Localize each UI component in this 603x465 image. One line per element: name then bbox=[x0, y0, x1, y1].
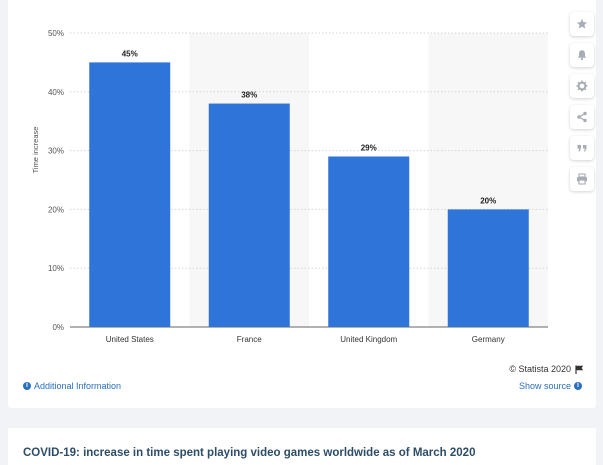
info-icon: i bbox=[23, 382, 31, 390]
print-icon bbox=[577, 173, 587, 185]
chart-card: 0% 10% 20% 30% 40% 50% 45% United States 38% Fran… bbox=[8, 0, 596, 408]
data-label: 20% bbox=[480, 196, 496, 205]
data-label: 45% bbox=[122, 49, 138, 58]
chart-title: COVID-19: increase in time spent playing… bbox=[23, 447, 476, 459]
x-tick-label: United Kingdom bbox=[340, 335, 397, 344]
statista-credit[interactable]: © Statista 2020 bbox=[509, 364, 584, 374]
data-label: 38% bbox=[241, 91, 257, 100]
y-tick-label: 50% bbox=[48, 29, 64, 38]
x-tick-label: Germany bbox=[472, 335, 505, 344]
x-tick-label: France bbox=[237, 335, 262, 344]
bar bbox=[208, 103, 290, 327]
additional-information-label: Additional Information bbox=[34, 381, 122, 391]
bell-icon bbox=[577, 50, 587, 61]
quote-icon bbox=[577, 145, 587, 152]
y-tick-label: 20% bbox=[48, 205, 64, 214]
y-tick-label: 10% bbox=[48, 264, 64, 273]
bar-chart: 0% 10% 20% 30% 40% 50% 45% United States 38% Fran… bbox=[31, 29, 548, 344]
y-tick-label: 0% bbox=[52, 323, 64, 332]
y-axis-title: Time increase bbox=[31, 127, 40, 174]
additional-information-link[interactable]: i Additional Information bbox=[23, 381, 121, 391]
show-source-label: Show source bbox=[518, 381, 571, 391]
credit-text: © Statista 2020 bbox=[509, 364, 571, 374]
info-icon: i bbox=[574, 382, 582, 390]
bar bbox=[447, 209, 529, 327]
show-source-link[interactable]: Show source i bbox=[519, 381, 582, 391]
flag-icon bbox=[575, 365, 584, 374]
notification-button[interactable] bbox=[570, 43, 594, 67]
share-button[interactable] bbox=[570, 105, 594, 129]
bar bbox=[328, 156, 410, 327]
share-icon bbox=[577, 111, 587, 123]
star-icon bbox=[576, 18, 588, 29]
title-card: COVID-19: increase in time spent playing… bbox=[8, 428, 596, 465]
data-label: 29% bbox=[361, 143, 377, 152]
bar bbox=[89, 62, 171, 328]
x-tick-label: United States bbox=[106, 335, 154, 344]
y-tick-label: 40% bbox=[48, 88, 64, 97]
settings-button[interactable] bbox=[570, 74, 594, 98]
y-tick-label: 30% bbox=[48, 147, 64, 156]
cite-button[interactable] bbox=[570, 136, 594, 160]
print-button[interactable] bbox=[570, 167, 594, 191]
gear-icon bbox=[576, 80, 588, 92]
favorite-button[interactable] bbox=[570, 12, 594, 36]
